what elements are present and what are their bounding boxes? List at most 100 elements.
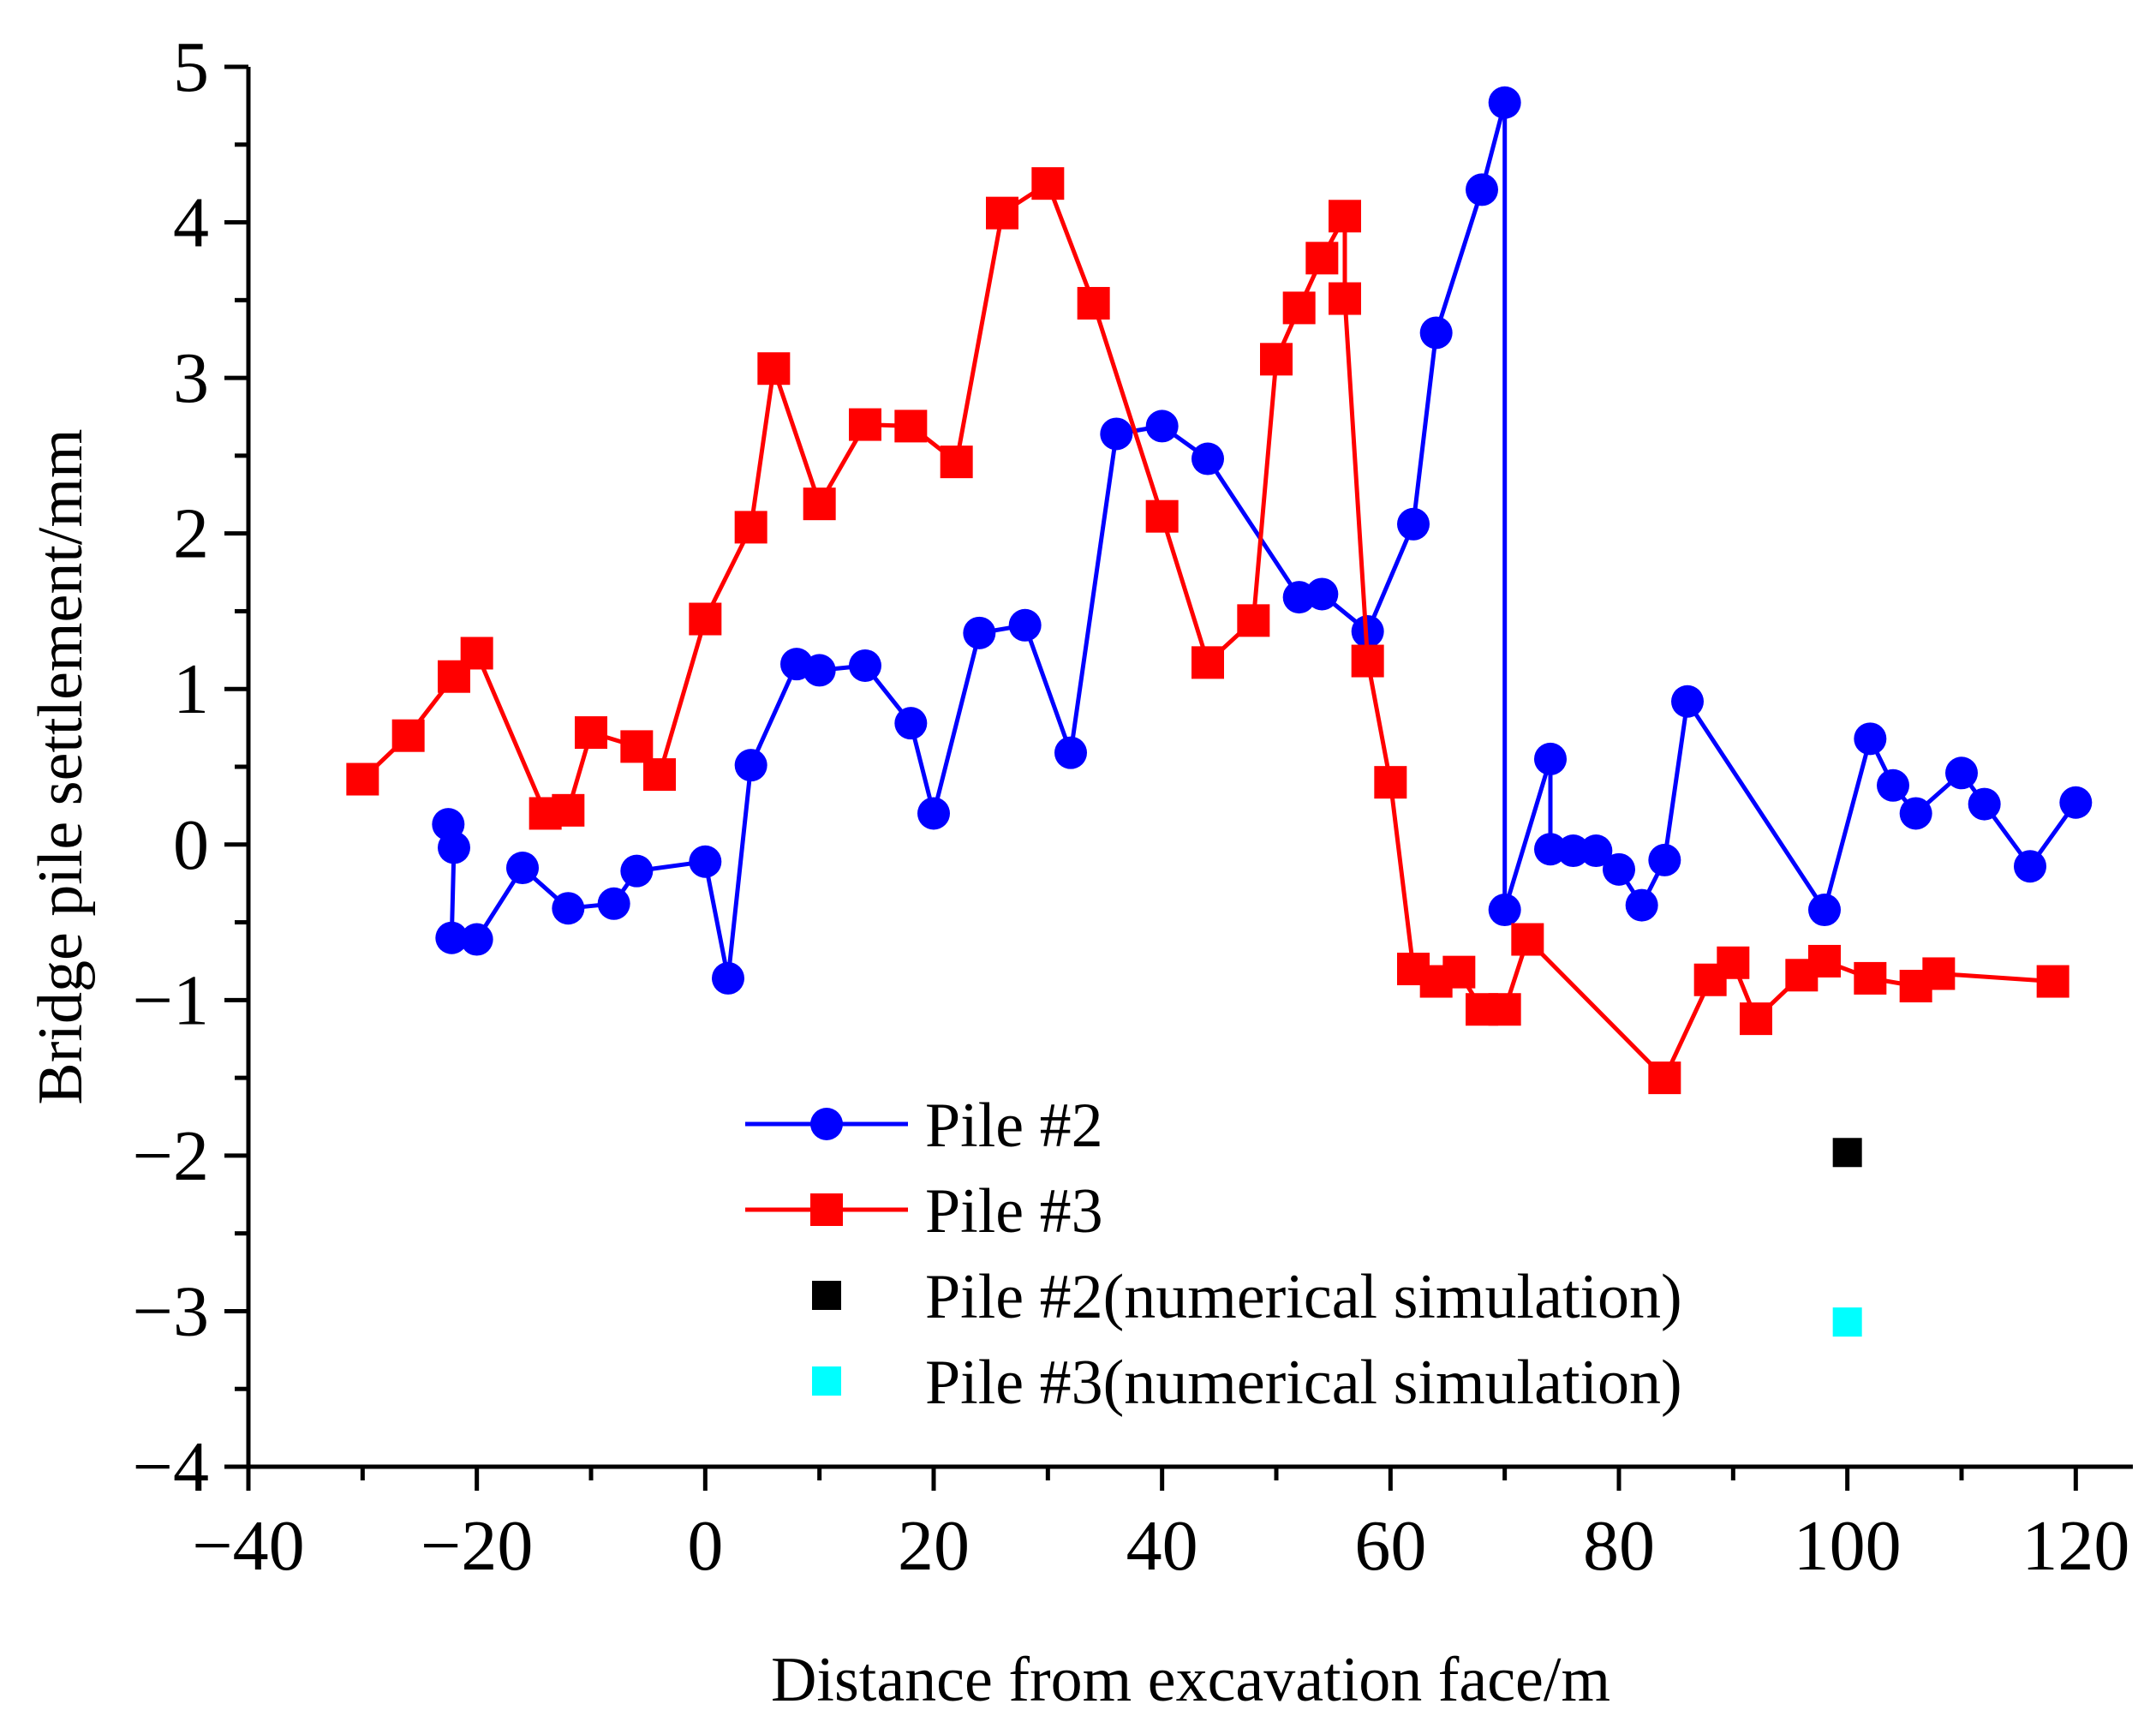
y-tick-label: 1: [173, 649, 209, 729]
data-point-pile-2: [506, 852, 539, 885]
legend-marker-pile-2: [810, 1108, 843, 1140]
x-tick-label: 100: [1794, 1506, 1902, 1586]
data-point-pile-2: [689, 845, 722, 878]
legend-marker-pile-3: [810, 1193, 843, 1226]
data-point-pile-3: [1077, 286, 1110, 320]
data-point-pile-2: [1534, 742, 1567, 775]
data-point-pile-2: [1877, 768, 1909, 802]
legend-label-pile-3: Pile #3: [925, 1176, 1103, 1247]
data-point-pile-2: [597, 887, 630, 920]
x-tick-label: 120: [2022, 1506, 2129, 1586]
y-tick-label: 2: [173, 494, 209, 574]
plot-area: [346, 86, 2093, 1337]
x-tick-label: −20: [421, 1506, 533, 1586]
data-point-pile-2: [438, 831, 470, 864]
data-point-pile-3: [1740, 1002, 1772, 1036]
data-point-pile-2: [1397, 507, 1430, 541]
data-point-pile-3: [1282, 291, 1316, 325]
data-point-pile-2: [1854, 722, 1887, 756]
data-point-pile-3: [734, 511, 767, 544]
y-tick-label: 5: [173, 27, 209, 107]
data-point-pile-2: [1899, 797, 1932, 830]
data-point-pile-3: [1351, 644, 1384, 678]
data-point-pile-2: [1054, 736, 1087, 769]
data-point-pile-3: [757, 352, 791, 386]
data-point-pile-3: [1191, 646, 1224, 679]
data-point-pile-3: [1305, 242, 1339, 275]
data-point-pile-3: [1648, 1061, 1681, 1095]
y-tick-label: −3: [133, 1271, 209, 1351]
data-point-pile-3: [575, 716, 607, 750]
data-point-pile-3: [689, 602, 722, 636]
data-point-pile-2: [2014, 850, 2046, 883]
x-tick-label: 40: [1126, 1506, 1198, 1586]
data-point-pile-2: [1648, 843, 1681, 876]
x-axis-title: Distance from excavation face/m: [771, 1645, 1610, 1715]
legend-label-pile-2: Pile #2: [925, 1091, 1103, 1161]
legend-marker-pile-2-numerical-simulation: [812, 1281, 841, 1310]
data-point-pile-3: [986, 196, 1018, 230]
data-point-pile-2: [1671, 685, 1704, 718]
y-tick-label: 4: [173, 183, 209, 263]
data-point-pile-3: [1329, 200, 1361, 233]
y-tick-label: −4: [133, 1427, 209, 1507]
data-point-pile-3: [552, 793, 585, 827]
y-tick-label: 3: [173, 338, 209, 418]
data-point-pile-3: [1374, 766, 1407, 799]
data-point-pile-2: [712, 961, 744, 995]
data-point-pile-3: [940, 445, 973, 479]
data-point-pile-2: [460, 923, 493, 956]
data-point-pile-2: [620, 854, 654, 888]
x-tick-label: −40: [192, 1506, 304, 1586]
data-point-pile-2: [2059, 786, 2093, 819]
y-axis-title: Bridge pile settlement/mm: [26, 428, 96, 1104]
data-point-pile-2: [1008, 608, 1042, 642]
data-point-pile-3: [1442, 955, 1476, 989]
data-point-pile-2: [894, 707, 928, 740]
data-point-pile-3: [1511, 923, 1544, 956]
data-point-pile-3: [1329, 282, 1361, 315]
data-point-pile-3: [1808, 944, 1841, 978]
x-tick-label: 20: [898, 1506, 970, 1586]
data-point-pile-3: [1717, 946, 1750, 979]
data-point-pile-3: [391, 719, 425, 752]
data-point-pile-2: [1808, 894, 1841, 927]
data-point-pile-2: [1488, 86, 1521, 119]
data-point-pile-2: [1488, 894, 1521, 927]
data-point-pile-2: [803, 654, 836, 687]
data-point-pile-3-numerical-simulation: [1832, 1307, 1862, 1337]
data-point-pile-2: [1419, 316, 1453, 350]
data-point-pile-2: [1191, 442, 1224, 475]
data-point-pile-2: [1625, 888, 1658, 922]
data-point-pile-3: [849, 408, 881, 441]
data-point-pile-3: [620, 730, 654, 763]
series-line-pile-3: [361, 181, 2053, 1080]
data-point-pile-2: [734, 749, 767, 782]
axes: −40 −20 0 20 40 60 80 100 120 −4 −3 −2 −1 0 1 2 3 4 5: [133, 27, 2133, 1586]
x-tick-label: 80: [1583, 1506, 1655, 1586]
data-point-pile-3: [2036, 965, 2069, 998]
data-point-pile-3: [1031, 167, 1065, 200]
data-point-pile-2: [1145, 410, 1179, 443]
data-point-pile-2: [849, 649, 881, 682]
legend: Pile #2 Pile #3 Pile #2(numerical simulati…: [745, 1091, 1682, 1418]
data-point-pile-3: [1922, 957, 1956, 990]
data-point-pile-2: [963, 616, 996, 649]
data-point-pile-3: [643, 758, 676, 792]
data-point-pile-2: [1466, 173, 1498, 206]
data-point-pile-3: [460, 637, 493, 670]
data-point-pile-3: [803, 487, 836, 521]
legend-marker-pile-3-numerical-simulation: [812, 1366, 841, 1396]
data-point-pile-2: [1556, 834, 1590, 868]
data-point-pile-2: [917, 797, 950, 830]
y-tick-label: 0: [173, 805, 209, 885]
data-point-pile-3: [1145, 499, 1179, 533]
data-point-pile-2: [1100, 417, 1133, 451]
data-point-pile-2: [1968, 787, 2001, 821]
legend-label-pile-2-numerical-simulation: Pile #2(numerical simulation): [925, 1262, 1682, 1332]
data-point-pile-3: [894, 410, 928, 443]
data-point-pile-3: [1260, 343, 1293, 376]
data-point-pile-2: [1305, 577, 1339, 611]
data-point-pile-2: [1603, 852, 1635, 886]
